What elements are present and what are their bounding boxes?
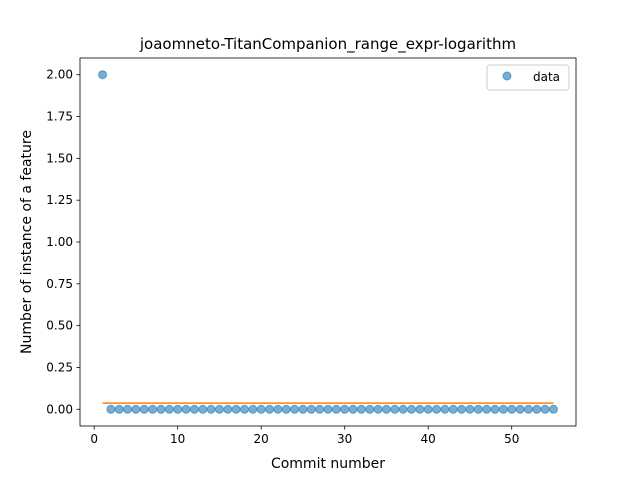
- y-tick-label: 0.75: [46, 277, 73, 291]
- x-tick-label: 20: [254, 432, 269, 446]
- data-point: [298, 404, 308, 414]
- data-point: [131, 404, 141, 414]
- x-tick-label: 40: [421, 432, 436, 446]
- data-point: [198, 404, 208, 414]
- y-tick-label: 0.25: [46, 360, 73, 374]
- data-point: [106, 404, 116, 414]
- data-point: [398, 404, 408, 414]
- data-point: [356, 404, 366, 414]
- data-point: [223, 404, 233, 414]
- data-point: [331, 404, 341, 414]
- y-axis-label: Number of instance of a feature: [19, 130, 35, 354]
- y-tick-label: 1.25: [46, 193, 73, 207]
- plot-area: 0 10 20 30 40 50 0.00 0.25 0.50 0.75 1.00 1.25 1.50 1…: [46, 57, 577, 446]
- data-point: [265, 404, 275, 414]
- data-point: [482, 404, 492, 414]
- data-point: [523, 404, 533, 414]
- y-tick-label: 1.75: [46, 110, 73, 124]
- data-point: [448, 404, 458, 414]
- y-tick-label: 2.00: [46, 68, 73, 82]
- data-point: [189, 404, 199, 414]
- data-point: [498, 404, 508, 414]
- data-point: [214, 404, 224, 414]
- data-point: [532, 404, 542, 414]
- data-point: [239, 404, 249, 414]
- data-point: [473, 404, 483, 414]
- data-point: [490, 404, 500, 414]
- data-point: [256, 404, 266, 414]
- y-tick-label: 1.00: [46, 235, 73, 249]
- data-point: [173, 404, 183, 414]
- data-point: [381, 404, 391, 414]
- data-point: [515, 404, 525, 414]
- legend-label: data: [533, 70, 560, 84]
- data-point: [181, 404, 191, 414]
- data-point: [365, 404, 375, 414]
- x-tick-label: 50: [504, 432, 519, 446]
- data-point: [407, 404, 417, 414]
- x-tick-label: 30: [337, 432, 352, 446]
- data-point: [507, 404, 517, 414]
- data-point: [139, 404, 149, 414]
- data-point: [348, 404, 358, 414]
- x-tick-label: 10: [170, 432, 185, 446]
- data-point: [315, 404, 325, 414]
- data-point: [390, 404, 400, 414]
- data-point: [457, 404, 467, 414]
- data-point: [423, 404, 433, 414]
- data-point: [290, 404, 300, 414]
- x-tick-label: 0: [90, 432, 98, 446]
- axes-frame: [79, 57, 577, 427]
- y-tick-label: 0.00: [46, 402, 73, 416]
- data-point: [281, 404, 291, 414]
- data-point: [432, 404, 442, 414]
- data-point: [248, 404, 258, 414]
- data-point: [323, 404, 333, 414]
- data-point: [548, 404, 558, 414]
- data-point: [114, 404, 124, 414]
- legend: data: [486, 64, 570, 91]
- data-point: [156, 404, 166, 414]
- data-point: [306, 404, 316, 414]
- data-point: [123, 404, 133, 414]
- data-point: [540, 404, 550, 414]
- data-point: [340, 404, 350, 414]
- data-point: [415, 404, 425, 414]
- data-point: [231, 404, 241, 414]
- data-point: [273, 404, 283, 414]
- y-tick-label: 1.50: [46, 151, 73, 165]
- chart-title: joaomneto-TitanCompanion_range_expr-loga…: [139, 35, 516, 54]
- legend-box: [486, 64, 570, 91]
- data-point: [206, 404, 216, 414]
- data-point: [440, 404, 450, 414]
- data-point: [148, 404, 158, 414]
- data-point: [98, 70, 108, 80]
- data-point: [465, 404, 475, 414]
- data-point: [164, 404, 174, 414]
- legend-marker: [502, 71, 512, 81]
- x-axis-label: Commit number: [271, 456, 385, 472]
- data-point: [373, 404, 383, 414]
- y-tick-label: 0.50: [46, 319, 73, 333]
